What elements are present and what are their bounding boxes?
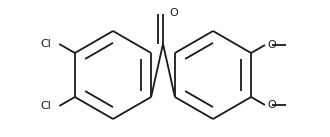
Text: O: O: [169, 8, 178, 18]
Text: Cl: Cl: [41, 39, 51, 49]
Text: O: O: [267, 40, 276, 50]
Text: Cl: Cl: [41, 101, 51, 111]
Text: O: O: [267, 100, 276, 110]
